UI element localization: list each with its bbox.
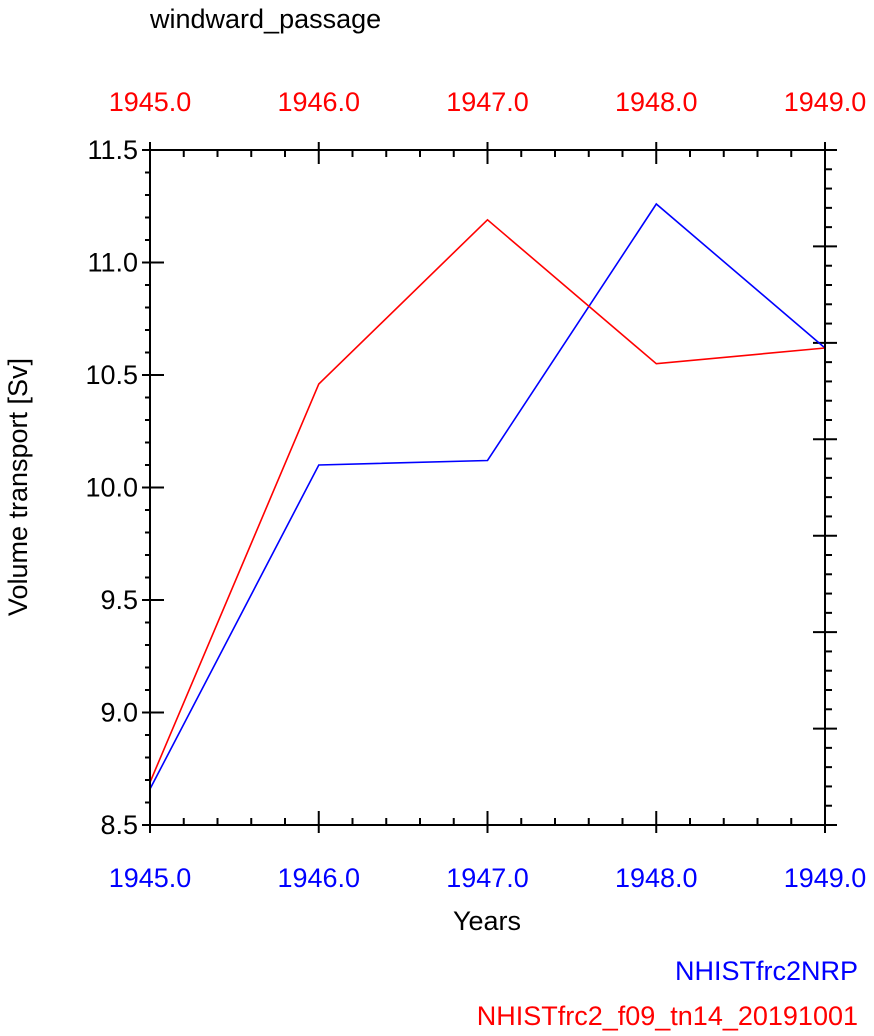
series-lines [149,202,826,790]
top-x-axis-ticks [149,142,826,164]
y-tick-label: 9.5 [100,585,138,615]
top-x-tick-label: 1949.0 [784,87,867,117]
bottom-x-tick-label: 1949.0 [784,863,867,893]
bottom-x-tick-label: 1948.0 [615,863,698,893]
bottom-x-tick-label: 1946.0 [277,863,360,893]
y-tick-label: 10.5 [85,360,138,390]
series-line-2 [149,218,826,783]
y-tick-label: 9.0 [100,698,138,728]
bottom-x-axis-ticks [149,811,826,833]
x-axis-label: Years [453,906,521,936]
top-x-tick-label: 1947.0 [446,87,529,117]
top-x-tick-label: 1948.0 [615,87,698,117]
bottom-x-tick-label: 1945.0 [109,863,192,893]
top-x-tick-label: 1945.0 [109,87,192,117]
y-tick-label: 11.5 [87,135,138,165]
legend-entry-series-2: NHISTfrc2_f09_tn14_20191001 [477,1001,858,1031]
bottom-x-axis-labels: 1945.0 1946.0 1947.0 1948.0 1949.0 [109,863,867,893]
left-y-axis-ticks [142,149,164,826]
y-tick-label: 11.0 [87,248,138,278]
top-x-tick-label: 1946.0 [277,87,360,117]
chart-title: windward_passage [149,4,381,34]
legend-entry-series-1: NHISTfrc2NRP [675,956,858,986]
top-x-axis-labels: 1945.0 1946.0 1947.0 1948.0 1949.0 [109,87,867,117]
y-tick-label: 10.0 [85,473,138,503]
bottom-x-tick-label: 1947.0 [446,863,529,893]
series-line-1 [149,202,826,790]
plot-frame [149,149,826,826]
y-tick-label: 8.5 [100,810,138,840]
y-axis-label: Volume transport [Sv] [3,358,33,616]
left-y-axis-labels: 8.5 9.0 9.5 10.0 10.5 11.0 11.5 [85,135,138,840]
